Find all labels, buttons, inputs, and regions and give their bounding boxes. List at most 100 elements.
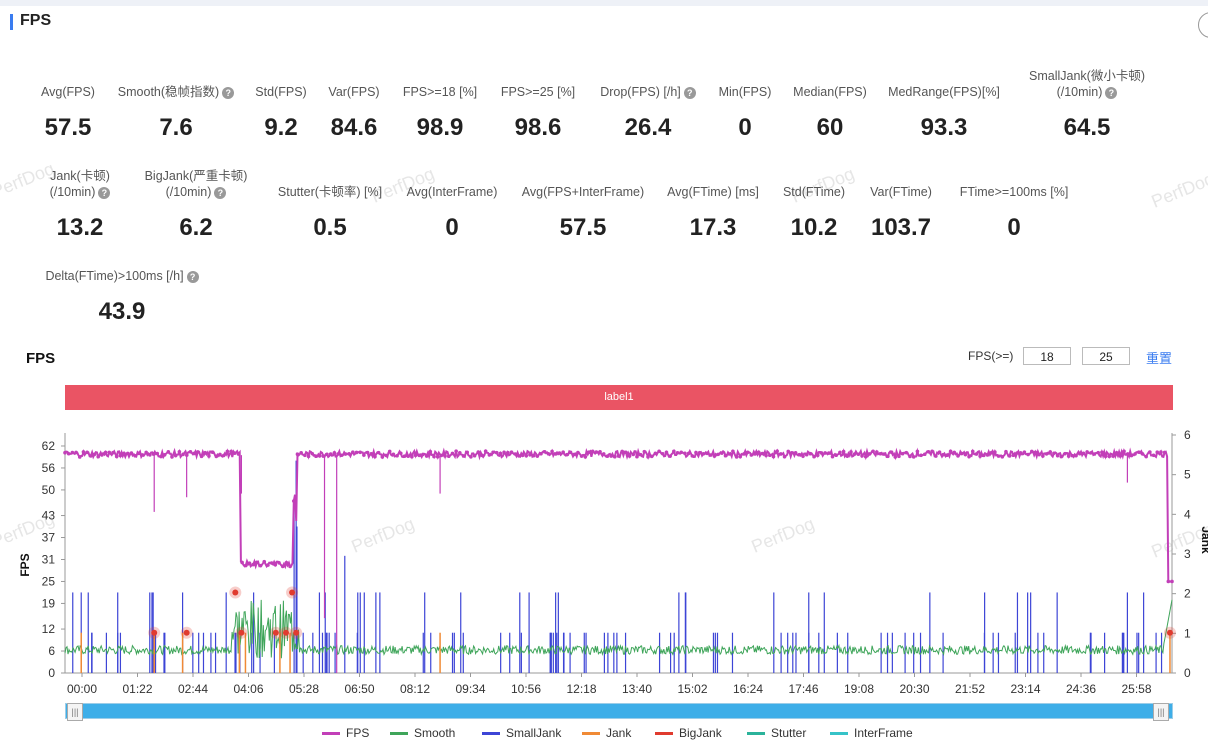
fps-point — [454, 449, 458, 453]
help-icon[interactable]: ? — [186, 270, 199, 283]
fps-point — [613, 454, 617, 459]
fps-point — [959, 451, 964, 456]
y2-axis-label: Jank — [1199, 526, 1208, 554]
fps-point — [339, 453, 344, 458]
help-icon[interactable]: ? — [222, 86, 235, 99]
fps-point — [262, 559, 267, 564]
fps-point — [181, 452, 185, 457]
fps-point — [1170, 579, 1174, 584]
fps-point — [686, 451, 691, 456]
title-accent — [10, 14, 13, 30]
fps-point — [92, 452, 97, 457]
fps-point — [446, 454, 451, 458]
fps-point — [306, 454, 311, 459]
x-tick-label: 04:06 — [233, 682, 263, 696]
metric-value: 6.2 — [179, 214, 213, 241]
fps-point — [247, 561, 252, 566]
zoom-slider-right-handle[interactable]: ||| — [1153, 703, 1169, 721]
fps-point — [1085, 450, 1089, 454]
metric-label: Avg(InterFrame) — [406, 185, 498, 199]
x-tick-label: 06:50 — [344, 682, 374, 696]
top-bar: FPS — [0, 0, 1208, 38]
fps-point — [970, 449, 975, 454]
fps-point — [1118, 454, 1123, 458]
page-title: FPS — [20, 12, 52, 29]
fps-point — [1089, 451, 1093, 455]
y-tick-label: 50 — [42, 483, 56, 497]
fps-point — [373, 454, 377, 459]
fps-point — [601, 452, 606, 456]
fps-point — [1044, 452, 1049, 456]
legend-item-smooth[interactable]: Smooth — [390, 726, 455, 740]
fps-point — [66, 451, 71, 456]
fps-point — [590, 449, 595, 454]
fps-point — [716, 452, 720, 457]
fps-point — [140, 453, 145, 457]
fps-threshold-input-2[interactable]: 25 — [1082, 347, 1130, 365]
fps-point — [982, 453, 986, 458]
legend-item-stutter[interactable]: Stutter — [747, 726, 806, 740]
metric-11: Jank(卡顿) (/10min)? 13.2 — [0, 168, 160, 242]
fps-point — [546, 452, 551, 456]
y-tick-label: 56 — [42, 461, 56, 475]
fps-point — [642, 449, 647, 454]
legend-item-interframe[interactable]: InterFrame — [830, 726, 913, 740]
fps-point — [672, 449, 676, 454]
fps-point — [1129, 453, 1134, 458]
fps-point — [1055, 453, 1060, 458]
fps-point — [1148, 450, 1152, 454]
fps-point — [273, 562, 278, 567]
fps-point — [568, 450, 573, 455]
label-bar[interactable]: label1 — [65, 385, 1173, 410]
fps-point — [1041, 454, 1045, 458]
bigjank-point — [282, 629, 289, 636]
fps-point — [1000, 455, 1005, 459]
legend-label: BigJank — [679, 726, 722, 740]
fps-point — [395, 453, 399, 458]
chart-legend: FPS Smooth SmallJank Jank BigJank Stutter Inte… — [0, 726, 1208, 740]
fps-point — [694, 450, 698, 455]
fps-point — [1140, 452, 1145, 456]
zoom-slider-track[interactable] — [65, 703, 1173, 719]
collapse-button[interactable] — [1198, 12, 1208, 38]
fps-point — [129, 451, 134, 455]
fps-point — [815, 453, 820, 458]
legend-item-bigjank[interactable]: BigJank — [655, 726, 722, 740]
fps-point — [1033, 450, 1038, 455]
metric-value: 9.2 — [264, 114, 298, 141]
help-icon[interactable]: ? — [98, 186, 111, 199]
help-icon[interactable]: ? — [1105, 86, 1118, 99]
help-icon[interactable]: ? — [683, 86, 696, 99]
fps-point — [421, 452, 425, 457]
fps-point — [332, 451, 337, 455]
fps-point — [705, 451, 709, 456]
fps-threshold-input-1[interactable]: 18 — [1023, 347, 1071, 365]
metric-3: Var(FPS) 84.6 — [274, 84, 434, 142]
fps-point — [461, 454, 466, 458]
metric-value: 0 — [738, 114, 752, 141]
legend-item-smalljank[interactable]: SmallJank — [482, 726, 561, 740]
metric-label: Drop(FPS) [/h]? — [568, 84, 728, 100]
zoom-slider-left-handle[interactable]: ||| — [67, 703, 83, 721]
metric-label: FPS>=25 [%] — [500, 85, 576, 99]
fps-point — [683, 451, 687, 456]
metric-value: 13.2 — [56, 214, 104, 241]
reset-button[interactable]: 重置 — [1146, 351, 1173, 366]
fps-point — [1114, 451, 1119, 455]
y-tick-label: 6 — [48, 644, 55, 658]
fps-point — [1111, 454, 1115, 458]
legend-item-fps[interactable]: FPS — [322, 726, 369, 740]
fps-point — [897, 454, 901, 459]
metric-label: Avg(FPS) — [41, 85, 95, 99]
legend-label: InterFrame — [854, 726, 913, 740]
fps-point — [882, 452, 886, 456]
x-tick-label: 20:30 — [899, 682, 929, 696]
fps-point — [587, 450, 591, 454]
legend-item-jank[interactable]: Jank — [582, 726, 631, 740]
metric-9: MedRange(FPS)[%] 93.3 — [864, 84, 1024, 142]
fps-point — [417, 453, 422, 458]
fps-point — [1107, 454, 1112, 459]
help-icon[interactable]: ? — [214, 186, 227, 199]
fps-point — [1166, 579, 1171, 584]
